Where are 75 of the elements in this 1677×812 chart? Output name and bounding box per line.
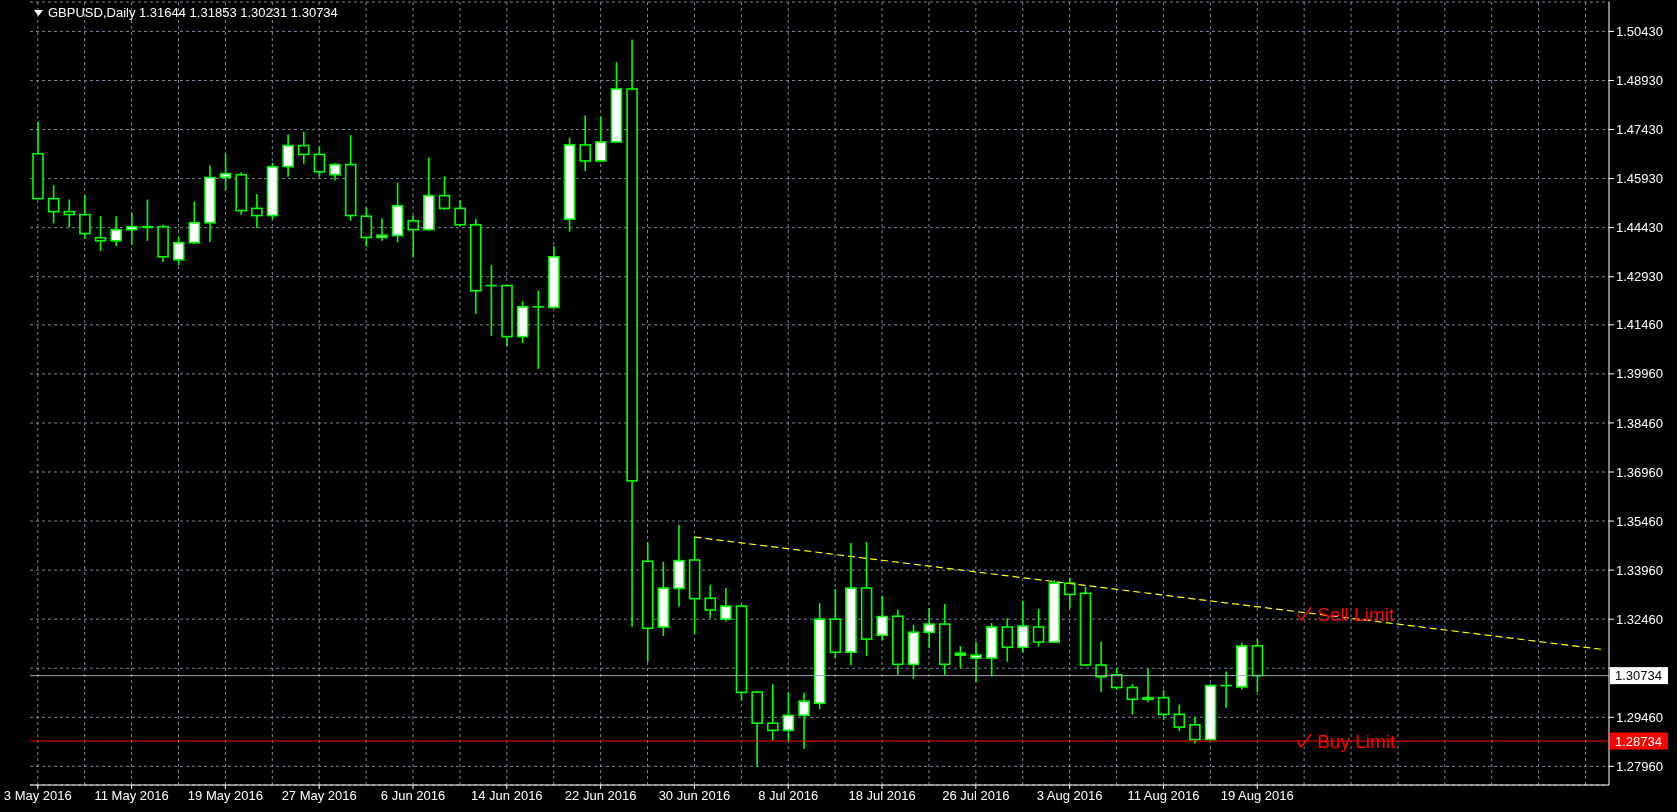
y-tick-label: 1.35460 [1616,513,1663,529]
candlestick [141,198,154,242]
candlestick [1126,683,1139,716]
y-tick-label: 1.29460 [1616,709,1663,725]
y-tick-label: 1.45930 [1616,171,1663,187]
y-tick-label: 1.32460 [1616,611,1663,627]
candlestick [720,587,732,623]
candlestick [126,212,138,246]
candlestick [282,133,294,178]
candlestick [1017,600,1029,654]
candlestick [954,645,967,670]
candlestick [438,175,451,211]
x-tick-label: 14 Jun 2016 [471,788,543,804]
candlestick [47,184,60,225]
candlestick [798,691,810,750]
candlestick [704,584,717,619]
y-tick-label: 1.41460 [1616,317,1663,333]
candlestick [376,217,388,242]
candlestick [1001,617,1014,663]
x-tick-label: 6 Jun 2016 [380,788,446,804]
y-tick-label: 1.48930 [1616,73,1663,89]
candlestick [188,200,201,245]
y-tick-label: 1.50430 [1616,24,1663,40]
candlestick [110,215,122,247]
candlestick [1157,689,1170,721]
x-tick-label: 30 Jun 2016 [658,788,731,804]
candlestick [251,193,263,230]
ref-line-label: 1.28734 [1615,733,1662,749]
y-tick-label: 1.27960 [1616,758,1663,774]
candlestick [532,289,545,370]
x-tick-label: 3 Aug 2016 [1036,788,1103,804]
candlestick [79,194,91,240]
x-tick-label: 19 Aug 2016 [1220,788,1294,804]
annotation: Buy Limit [1317,730,1396,752]
y-tick-label: 1.42930 [1616,269,1663,285]
candlestick [1064,576,1076,610]
x-tick-label: 3 May 2016 [3,788,72,804]
candlestick [782,691,795,743]
candlestick [1142,667,1154,704]
y-tick-label: 1.47430 [1616,122,1663,138]
x-tick-label: 26 Jul 2016 [942,788,1010,804]
candlestick [94,215,107,252]
x-tick-label: 8 Jul 2016 [758,788,819,804]
y-tick-label: 1.38460 [1616,415,1663,431]
candlestick [407,214,420,259]
x-tick-label: 22 Jun 2016 [564,788,637,804]
candlestick [360,206,373,248]
candlestick [63,198,76,229]
candlestick [313,145,326,178]
candlestick [579,114,591,172]
candlestick [1032,608,1045,648]
ref-line-label: 1.30734 [1615,668,1662,684]
chart-title: GBPUSD,Daily 1.31644 1.31853 1.30231 1.30734 [48,5,338,20]
candlestick [970,641,982,684]
candlestick [876,595,889,642]
x-tick-label: 27 May 2016 [281,788,357,804]
x-tick-label: 19 May 2016 [187,788,264,804]
candlestick [1095,640,1107,693]
y-tick-label: 1.36960 [1616,464,1663,480]
candlestick [172,236,185,267]
candlestick [923,607,935,650]
candlestick [454,199,466,227]
candlestick [595,115,607,163]
x-tick-label: 11 Aug 2016 [1127,788,1200,804]
y-tick-label: 1.44430 [1616,220,1663,236]
candlestick [1189,716,1201,745]
candlestick [1110,667,1123,691]
y-tick-label: 1.33960 [1616,562,1663,578]
candlestick [1173,703,1186,732]
x-tick-label: 18 Jul 2016 [848,788,916,804]
y-tick-label: 1.39960 [1616,366,1663,382]
candlestick [766,683,779,742]
candlestick [297,131,310,165]
candlestick [219,152,232,192]
x-tick-label: 11 May 2016 [94,788,169,804]
